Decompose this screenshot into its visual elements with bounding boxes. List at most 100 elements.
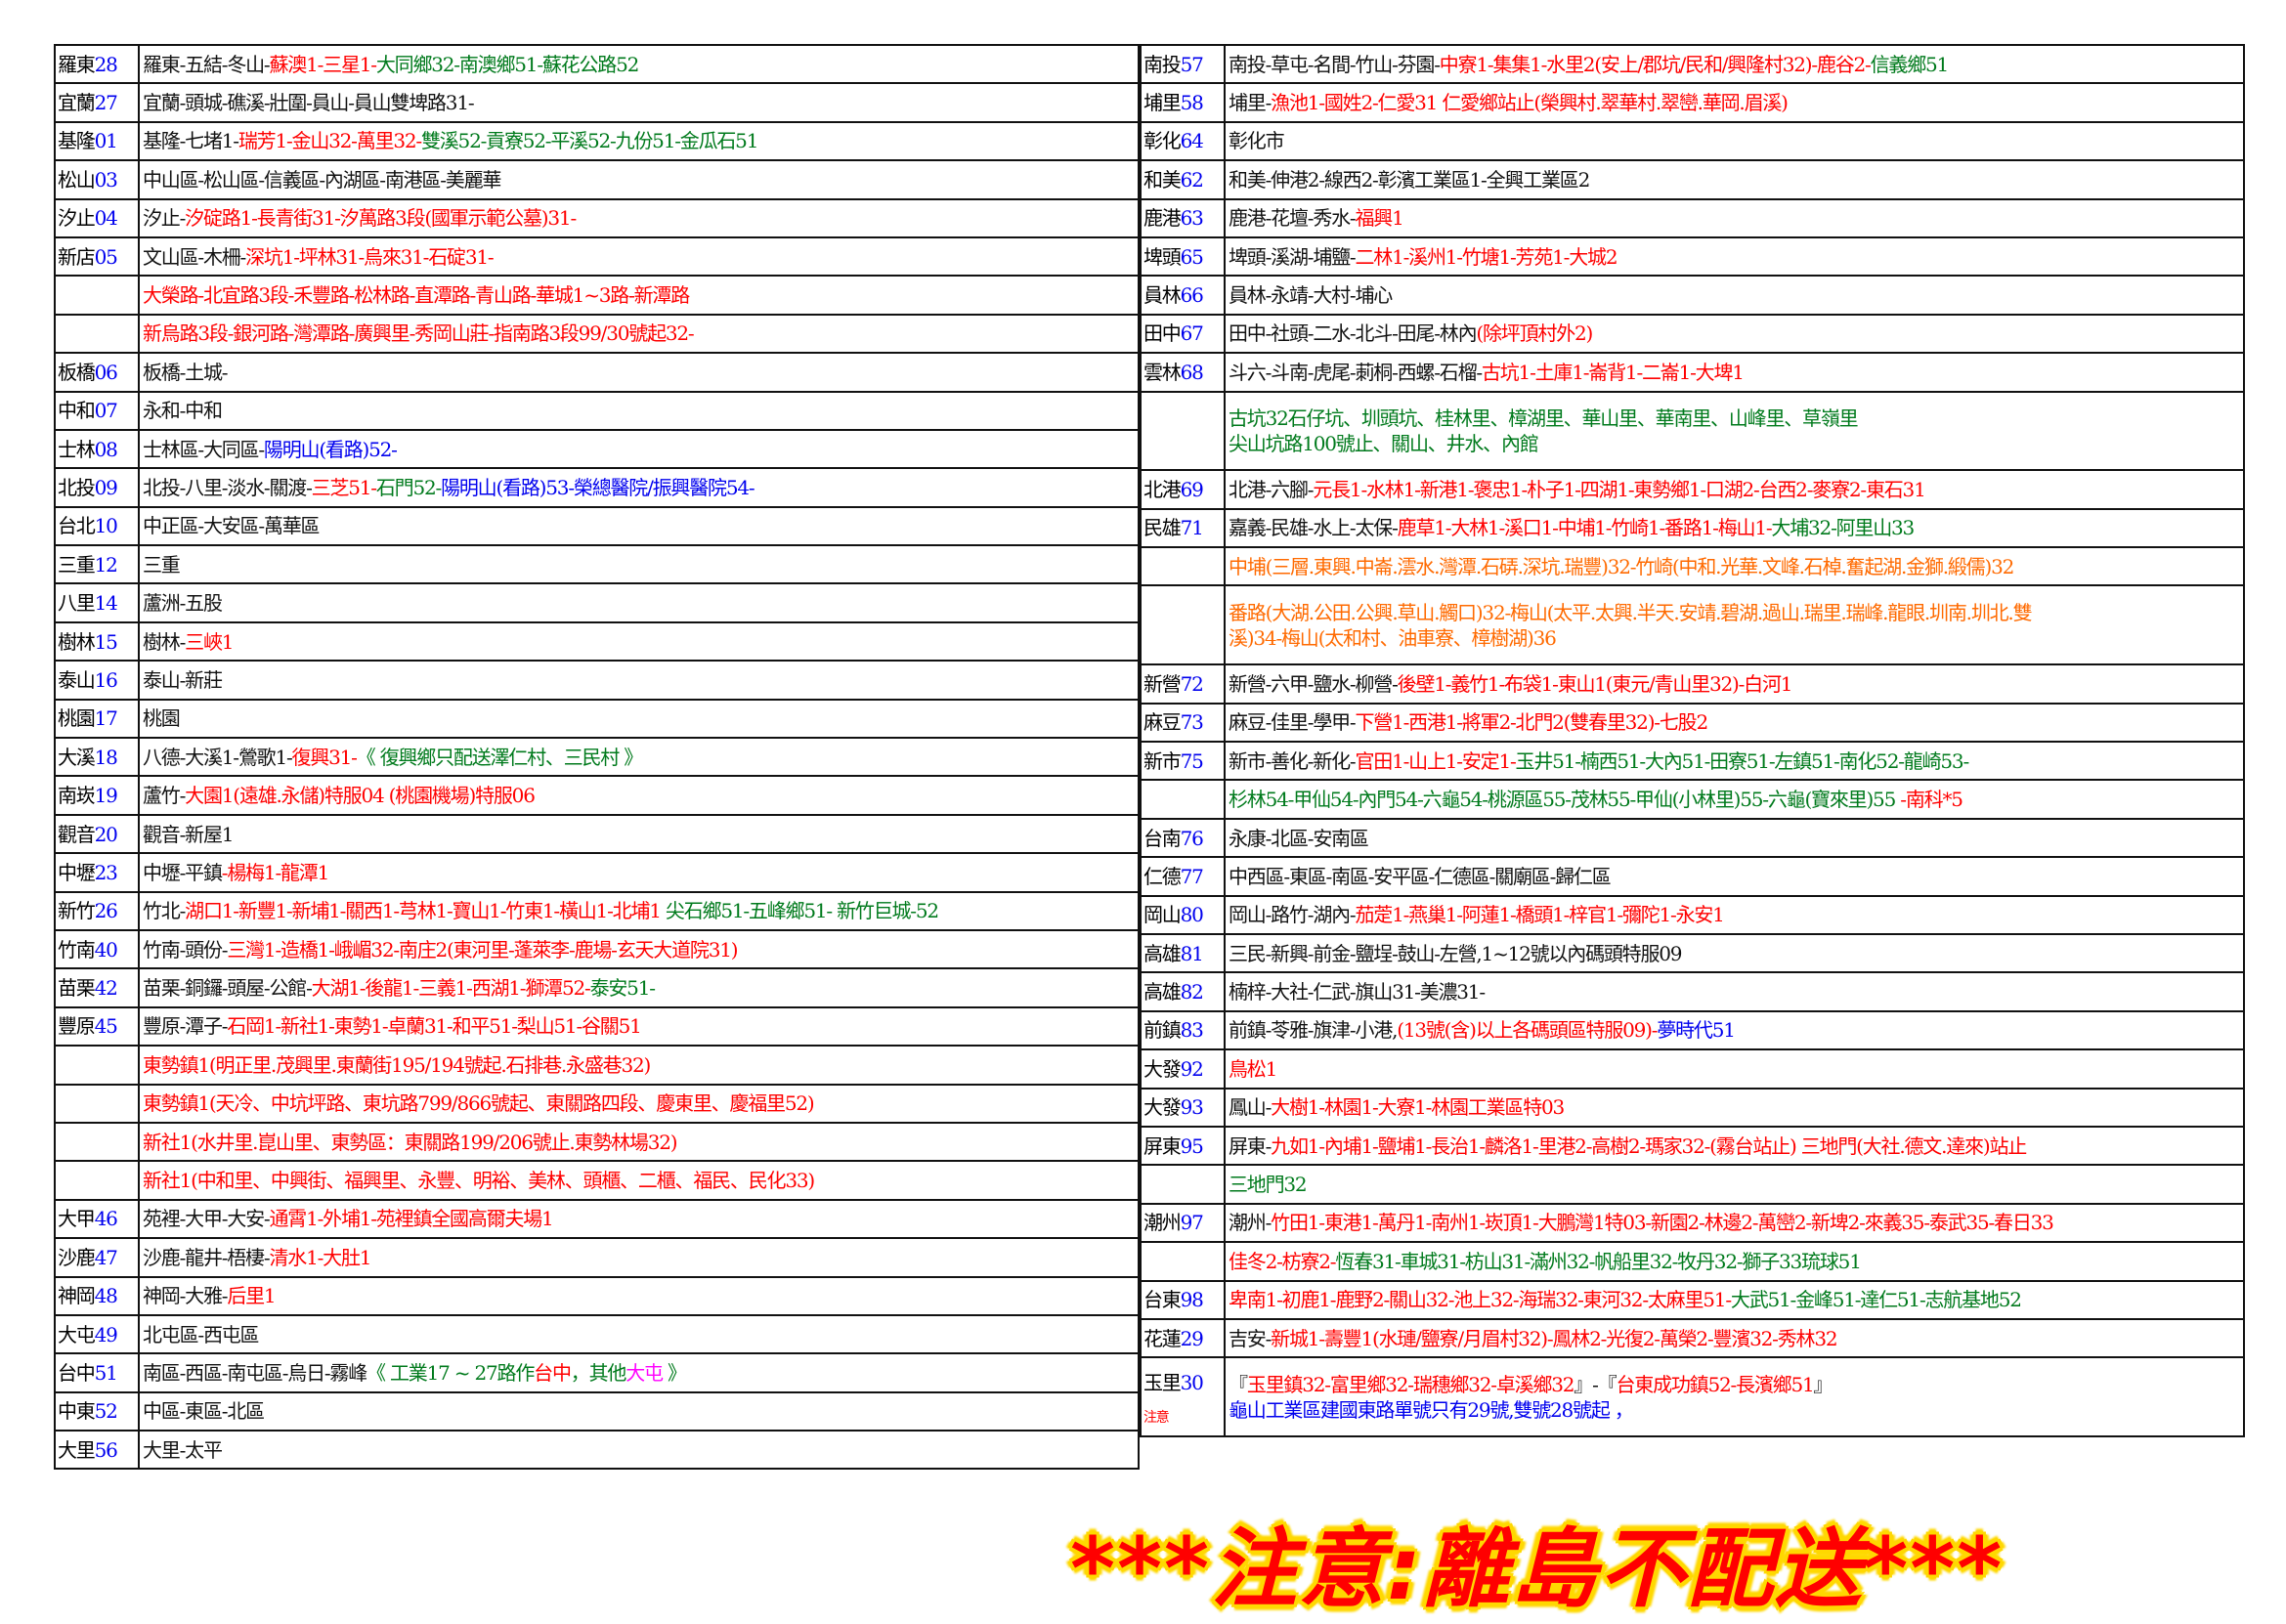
zone-name: 八里 [58, 591, 96, 616]
area-line: 大榮路-北宜路3段-禾豐路-松林路-直潭路-青山路-華城1~3路-新潭路 [143, 282, 1132, 308]
area-segment: 台東成功鎮52-長濱鄉51 [1616, 1372, 1814, 1396]
area-segment: 尖石鄉51-五峰鄉51- 新竹巨城-52 [665, 899, 939, 923]
area-segment: -楊梅1-龍潭1 [221, 860, 330, 884]
zone-row: 桃園17 桃園 [54, 698, 1140, 740]
zone-row: 大發92 鳥松1 [1140, 1048, 2245, 1090]
area-segment: 新市-善化-新化- [1229, 748, 1357, 773]
area-line: 卑南1-初鹿1-鹿野2-關山32-池上32-海瑞32-東河32-太麻里51-大武… [1229, 1287, 2237, 1312]
area-segment: 九如1-內埔1-鹽埔1-長治1-麟洛1-里港2-高樹2-瑪家32-(霧台站止) … [1271, 1133, 2027, 1158]
area-segment: 信義鄉51 [1870, 52, 1950, 76]
area-segment: 二林1-溪州1-竹塘1-芳苑1-大城2 [1355, 244, 1617, 269]
area-segment: 尖山坑路100號止、關山、井水、內館 [1229, 431, 1539, 455]
area-segment: 觀音-新屋1 [143, 822, 235, 846]
area-segment: 鹿港-花壇-秀水- [1229, 206, 1357, 231]
zone-areas-cell: 中壢-平鎮-楊梅1-龍潭1 [138, 852, 1140, 893]
zone-areas-cell: 大里-太平 [138, 1430, 1140, 1471]
zone-code-cell: 潮州97 [1140, 1202, 1226, 1244]
zone-areas-cell: 楠梓-大社-仁武-旗山31-美濃31- [1224, 971, 2245, 1012]
area-segment: 大武51-金峰51-達仁51-志航基地52 [1730, 1288, 2022, 1312]
zone-row: 沙鹿47 沙鹿-龍井-梧棲-清水1-大肚1 [54, 1237, 1140, 1278]
area-line: 潮州-竹田1-東港1-萬丹1-南州1-崁頂1-大鵬灣1特03-新園2-林邊2-萬… [1229, 1210, 2237, 1235]
area-segment: 恆春31-車城31-枋山31-滿州32-帆船里32-牧丹32-獅子33琉球51 [1335, 1249, 1862, 1273]
zone-areas-cell: 鳥松1 [1224, 1048, 2245, 1090]
zone-number: 93 [1180, 1095, 1204, 1120]
zone-name: 鹿港 [1143, 206, 1182, 231]
zone-number: 16 [94, 667, 118, 692]
area-segment: 大同鄉32-南澳鄉51-蘇花公路52 [375, 52, 639, 76]
zone-number: 01 [94, 129, 118, 153]
area-line: 南投-草屯-名間-竹山-芬園-中寮1-集集1-水里2(安上/郡坑/民和/興隆村3… [1229, 52, 2237, 77]
zone-code-cell [54, 1121, 140, 1163]
zone-code-cell: 竹南40 [54, 928, 140, 970]
zone-row: 新竹26 竹北-湖口1-新豐1-新埔1-關西1-芎林1-寶山1-竹東1-橫山1-北… [54, 890, 1140, 931]
area-segment: 斗六-斗南-虎尾-莿桐-西螺-石榴- [1229, 360, 1483, 384]
zone-row: 屏東95 屏東-九如1-內埔1-鹽埔1-長治1-麟洛1-里港2-高樹2-瑪家32-… [1140, 1125, 2245, 1167]
zone-row: 苗栗42 苗栗-銅鑼-頭屋-公館-大湖1-後龍1-三義1-西湖1-獅潭52-泰安5… [54, 967, 1140, 1008]
zone-areas-cell: 彰化市 [1224, 120, 2245, 162]
zone-name: 花蓮 [1143, 1326, 1182, 1350]
zone-name: 新店 [58, 244, 96, 269]
area-segment: 麻豆-佳里-學甲- [1229, 710, 1357, 735]
zone-code-cell: 南崁19 [54, 775, 140, 816]
area-segment: 田中-社頭-二水-北斗-田尾-林內 [1229, 321, 1478, 346]
area-line: 員林-永靖-大村-埔心 [1229, 282, 2237, 308]
zone-areas-cell: 士林區-大同區-陽明山(看路)52- [138, 428, 1140, 470]
area-segment: 員林-永靖-大村-埔心 [1229, 283, 1393, 308]
area-line: 文山區-木柵-深坑1-坪林31-烏來31-石碇31- [143, 244, 1132, 270]
area-segment: (除坪頂村外2) [1476, 321, 1593, 346]
zone-row: 南投57 南投-草屯-名間-竹山-芬園-中寮1-集集1-水里2(安上/郡坑/民和/… [1140, 43, 2245, 85]
zone-row: 基隆01 基隆-七堵1-瑞芳1-金山32-萬里32-雙溪52-貢寮52-平溪52-… [54, 120, 1140, 162]
area-line: 苑裡-大甲-大安-通霄1-外埔1-苑裡鎮全國高爾夫場1 [143, 1206, 1132, 1231]
area-line: 蘆洲-五股 [143, 590, 1132, 616]
zone-row: 觀音20 觀音-新屋1 [54, 813, 1140, 855]
area-segment: 北港-六腳- [1229, 478, 1315, 501]
area-line: 宜蘭-頭城-礁溪-壯圍-員山-員山雙埤路31- [143, 90, 1132, 115]
area-line: 觀音-新屋1 [143, 822, 1132, 847]
area-line: 羅東-五結-冬山-蘇澳1-三星1-大同鄉32-南澳鄉51-蘇花公路52 [143, 52, 1132, 77]
area-segment: 樹林- [143, 629, 186, 654]
zone-areas-cell: 嘉義-民雄-水上-太保-鹿草1-大林1-溪口1-中埔1-竹崎1-番路1-梅山1-… [1224, 507, 2245, 549]
zone-areas-cell: 麻豆-佳里-學甲-下營1-西港1-將軍2-北門2(雙春里32)-七股2 [1224, 702, 2245, 744]
area-segment: 神岡-大雅- [143, 1284, 229, 1308]
zone-row: 東勢鎮1(天冷、中坑坪路、東坑路799/866號起、東關路四段、慶東里、慶福里5… [54, 1083, 1140, 1124]
area-line: 『玉里鎮32-富里鄉32-瑞穗鄉32-卓溪鄉32』-『台東成功鎮52-長濱鄉51… [1229, 1372, 2237, 1397]
zone-areas-cell: 蘆竹-大園1(遠雄.永儲)特服04 (桃園機場)特服06 [138, 775, 1140, 816]
zone-name: 埔里 [1143, 91, 1182, 115]
zone-number: 69 [1180, 478, 1204, 501]
zone-row: 員林66 員林-永靖-大村-埔心 [1140, 275, 2245, 316]
area-segment: 岡山-路竹-湖內- [1229, 903, 1357, 927]
zone-areas-cell: 佳冬2-枋寮2-恆春31-車城31-枋山31-滿州32-帆船里32-牧丹32-獅… [1224, 1241, 2245, 1282]
zone-code-cell: 大甲46 [54, 1198, 140, 1240]
area-line: 中壢-平鎮-楊梅1-龍潭1 [143, 860, 1132, 885]
zone-code-cell [54, 1045, 140, 1086]
zone-code-cell [1140, 390, 1226, 472]
zone-name: 南崁 [58, 784, 96, 808]
zone-number: 26 [94, 899, 118, 923]
area-line: 新市-善化-新化-官田1-山上1-安定1-玉井51-楠西51-大內51-田寮51… [1229, 748, 2237, 774]
zone-areas-cell: 岡山-路竹-湖內-茄萣1-燕巢1-阿蓮1-橋頭1-梓官1-彌陀1-永安1 [1224, 894, 2245, 936]
area-segment: 竹北- [143, 899, 186, 923]
area-line: 三民-新興-前金-鹽埕-鼓山-左營,1~12號以內碼頭特服09 [1229, 941, 2237, 966]
zone-name: 台南 [1143, 826, 1182, 850]
zone-row: 新社1(中和里、中興街、福興里、永豐、明裕、美林、頭櫃、二櫃、福民、民化33) [54, 1160, 1140, 1201]
area-line: 泰山-新莊 [143, 667, 1132, 693]
zone-areas-cell: 鹿港-花壇-秀水-福興1 [1224, 197, 2245, 238]
area-line: 桃園 [143, 705, 1132, 731]
zone-areas-cell: 桃園 [138, 698, 1140, 740]
area-line: 古坑32石仔坑、圳頭坑、桂林里、樟湖里、華山里、華南里、山峰里、草嶺里 [1229, 406, 2237, 431]
zone-code-cell: 田中67 [1140, 313, 1226, 355]
zone-areas-cell: 東勢鎮1(天冷、中坑坪路、東坑路799/866號起、東關路四段、慶東里、慶福里5… [138, 1083, 1140, 1124]
area-line: 新營-六甲-鹽水-柳營-後壁1-義竹1-布袋1-東山1(東元/青山里32)-白河… [1229, 671, 2237, 697]
zone-code-cell: 基隆01 [54, 120, 140, 162]
zone-areas-cell: 埔里-漁池1-國姓2-仁愛31 仁愛鄉站止(榮興村.翠華村.翠巒.華岡.眉溪) [1224, 82, 2245, 123]
area-segment: 台中 [534, 1360, 572, 1385]
zone-code-cell [54, 1083, 140, 1124]
area-segment: 新營-六甲-鹽水-柳營- [1229, 671, 1399, 696]
zone-code-cell: 中東52 [54, 1390, 140, 1432]
zone-number: 10 [94, 514, 118, 538]
area-segment: -南科*5 [1900, 788, 1963, 812]
area-segment: 屏東- [1229, 1133, 1272, 1158]
area-segment: 陽明山(看路)52- [263, 437, 398, 461]
zone-row: 宜蘭27 宜蘭-頭城-礁溪-壯圍-員山-員山雙埤路31- [54, 82, 1140, 123]
zone-areas-cell: 新市-善化-新化-官田1-山上1-安定1-玉井51-楠西51-大內51-田寮51… [1224, 741, 2245, 782]
